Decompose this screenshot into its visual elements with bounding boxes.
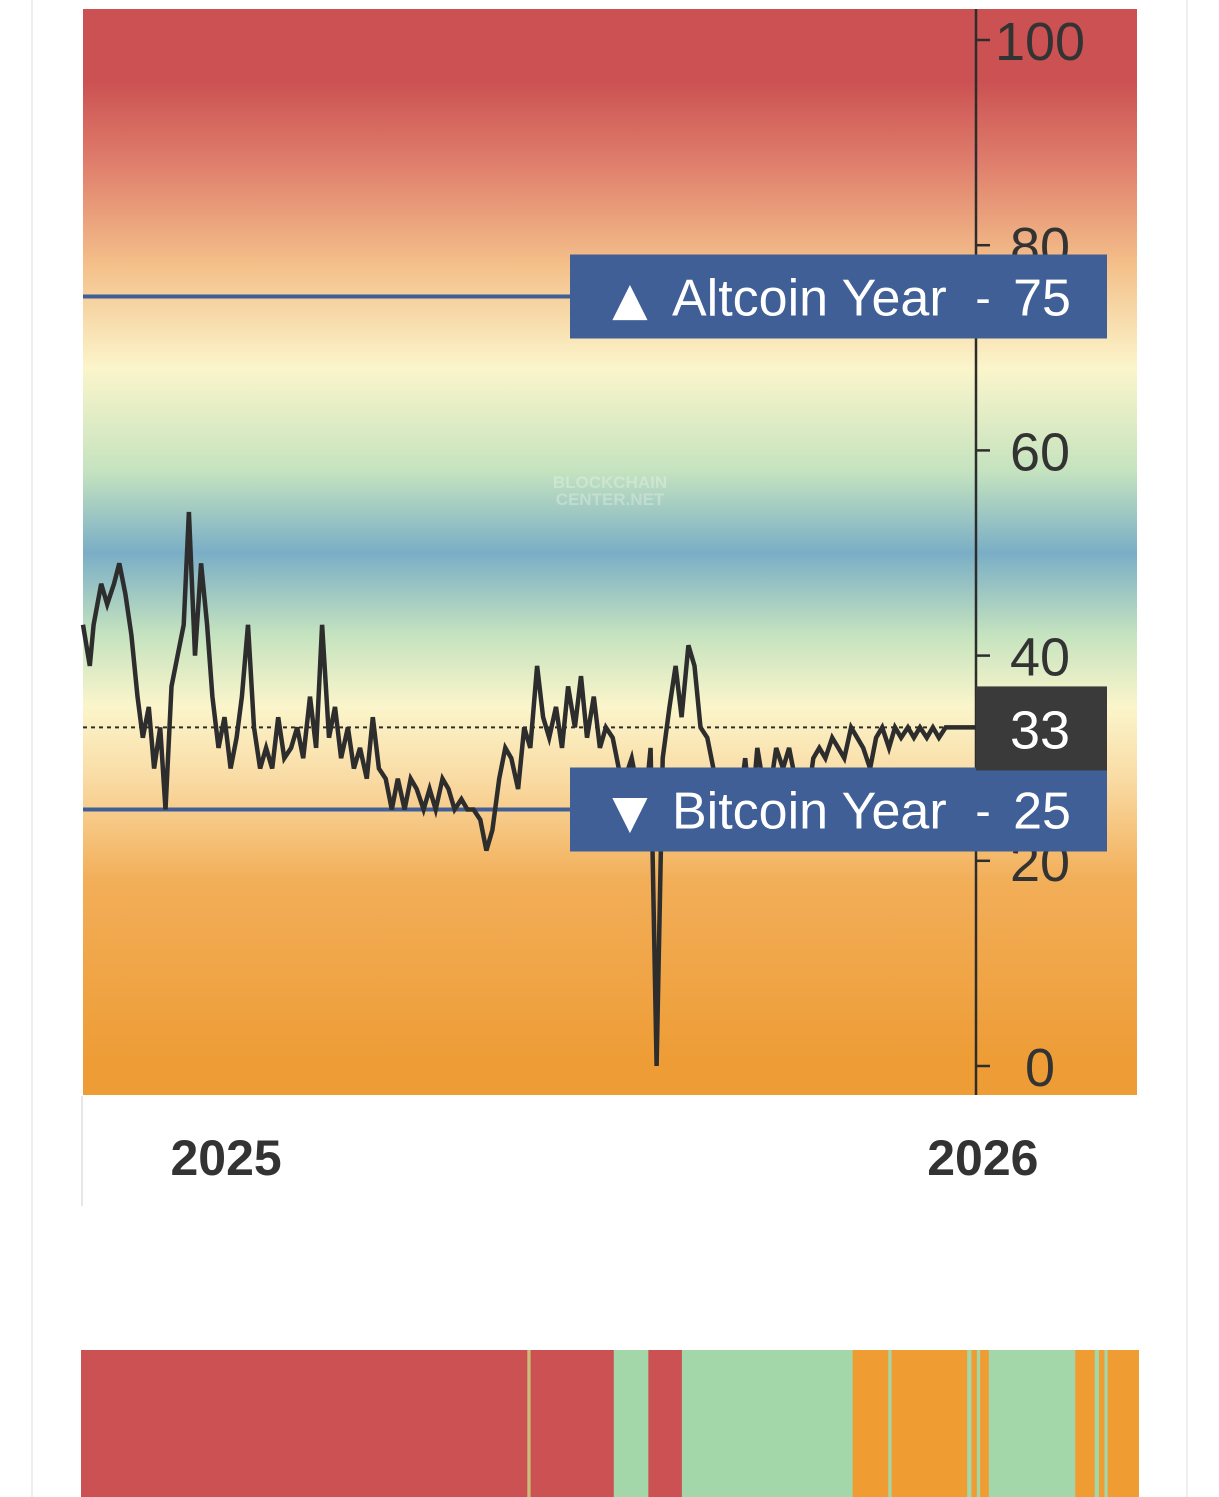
x-tick-label: 2026 xyxy=(927,1130,1038,1186)
y-tick-label: 60 xyxy=(1010,422,1070,482)
bitcoin-label-value: 25 xyxy=(1013,783,1071,841)
strip-segment-mid xyxy=(1104,1350,1109,1497)
current-value-badge: 33 xyxy=(976,686,1107,771)
bitcoin-label-separator: - xyxy=(975,785,990,837)
strip-segment-bitcoin xyxy=(530,1350,615,1497)
y-tick-label: 40 xyxy=(1010,628,1070,688)
strip-segment-mid xyxy=(988,1350,1076,1497)
altcoin-arrow-icon: ▲ xyxy=(612,272,648,326)
strip-segment-altcoin xyxy=(891,1350,968,1497)
strip-segment-bitcoin xyxy=(81,1350,528,1497)
watermark-line: CENTER.NET xyxy=(556,490,665,509)
x-axis-ticks: 2025 2026 xyxy=(170,1130,1038,1186)
strip-segment-altcoin xyxy=(852,1350,889,1497)
y-tick-label: 100 xyxy=(995,12,1085,72)
series-line xyxy=(80,511,976,1067)
watermark-line: BLOCKCHAIN xyxy=(553,473,667,492)
bitcoin-label-box xyxy=(570,767,1107,852)
season-history-strip xyxy=(81,1350,1139,1497)
strip-segment-altcoin xyxy=(980,1350,990,1497)
plot-background xyxy=(83,9,1137,1095)
current-value-badge-box xyxy=(976,686,1107,771)
altcoin-label-text: Altcoin Year xyxy=(672,270,947,328)
strip-segment-mid xyxy=(681,1350,854,1497)
x-tick-label: 2025 xyxy=(170,1130,281,1186)
altcoin-threshold-label: ▲ Altcoin Year -75 xyxy=(570,254,1107,339)
bitcoin-threshold-label: ▼ Bitcoin Year -25 xyxy=(570,767,1107,852)
page-border-left xyxy=(31,0,33,1497)
x-axis-band xyxy=(81,1096,1139,1206)
strip-segment-mid xyxy=(976,1350,981,1497)
strip-segment-altcoin xyxy=(1107,1350,1139,1497)
strip-segment-altcoin xyxy=(971,1350,978,1497)
altcoin-season-chart: BLOCKCHAIN CENTER.NET 0 20 40 60 80 100 2025 20… xyxy=(80,9,1139,1206)
current-value-text: 33 xyxy=(1010,700,1070,760)
strip-segment-mid xyxy=(613,1350,649,1497)
altcoin-label-value: 75 xyxy=(1013,270,1071,328)
altcoin-label-box xyxy=(570,254,1107,339)
strip-segment-altcoin xyxy=(1075,1350,1096,1497)
strip-segment-mid xyxy=(888,1350,893,1497)
strip-segment-altcoin xyxy=(1099,1350,1106,1497)
strip-segment-altcoin-mid xyxy=(527,1350,532,1497)
threshold-labels: ▲ Altcoin Year -75▼ Bitcoin Year -25 xyxy=(570,254,1107,852)
altcoin-label-separator: - xyxy=(975,272,990,324)
strip-segment-bitcoin xyxy=(648,1350,683,1497)
y-tick-label: 0 xyxy=(1025,1038,1055,1098)
series-group xyxy=(80,511,976,1067)
strip-segment-mid xyxy=(1094,1350,1100,1497)
bitcoin-label-text: Bitcoin Year xyxy=(672,783,947,841)
season-history-svg xyxy=(81,1350,1139,1497)
strip-segment-mid xyxy=(967,1350,973,1497)
bitcoin-arrow-icon: ▼ xyxy=(612,785,648,839)
page-border-right xyxy=(1186,0,1188,1497)
